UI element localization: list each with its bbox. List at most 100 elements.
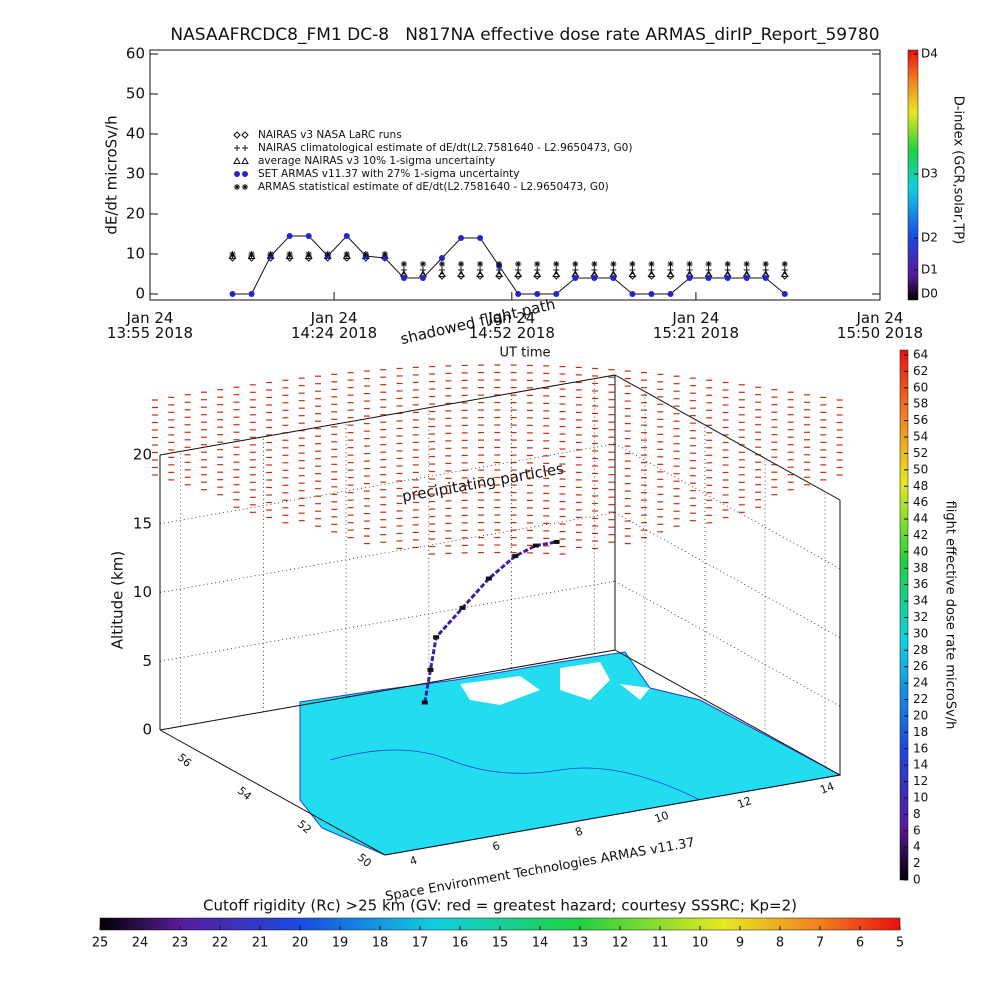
marker [724, 275, 731, 281]
marker [762, 261, 769, 267]
z-tick-label: 10 [133, 583, 152, 601]
dose-colorbar [899, 349, 909, 881]
y-tick-label: 10 [126, 245, 145, 263]
box-edge [384, 774, 841, 856]
x-tick-label: Jan 24 15:50 2018 [837, 309, 923, 342]
x-tick-label: 4 [408, 854, 419, 869]
dose-tick-label: 58 [913, 397, 928, 411]
marker [780, 269, 789, 277]
track-point [532, 543, 539, 548]
x-tick-label: 6 [491, 839, 502, 854]
marker [286, 233, 293, 239]
track-point [553, 539, 560, 544]
legend-marker [241, 131, 249, 139]
rigidity-tick-label: 17 [412, 936, 429, 951]
z-tick-label: 5 [142, 652, 152, 670]
y-tick-label: 56 [175, 751, 194, 770]
box-edge [159, 649, 616, 731]
y-tick-label: 50 [355, 851, 374, 870]
legend-marker [242, 145, 248, 151]
marker [629, 261, 636, 267]
track-point [512, 554, 519, 559]
x-tick-label: 14 [818, 780, 836, 797]
z-tick-label: 15 [133, 514, 152, 532]
x-tick-label: Jan 24 15:21 2018 [653, 309, 739, 342]
marker [248, 251, 255, 257]
grid-line [614, 580, 841, 707]
dose-tick-label: 48 [913, 479, 928, 493]
marker [477, 235, 484, 241]
box-edge [159, 729, 386, 856]
z-tick-label: 20 [133, 446, 152, 464]
dose-tick-label: 40 [913, 544, 928, 558]
dose-tick-label: 24 [913, 676, 928, 690]
legend-label: NAIRAS v3 NASA LaRC runs [258, 129, 402, 141]
marker [686, 275, 693, 281]
legend-marker [234, 145, 240, 151]
x-tick-label: Jan 24 14:52 2018 [469, 309, 555, 342]
dose-tick-label: 62 [913, 364, 928, 378]
marker [458, 235, 465, 241]
legend-marker [233, 156, 241, 164]
y-tick-label: 60 [126, 45, 145, 63]
series-line [232, 235, 786, 295]
rigidity-tick-label: 7 [816, 936, 824, 951]
marker [743, 261, 750, 267]
marker [362, 251, 369, 257]
marker [553, 291, 560, 297]
y-tick-label: 40 [126, 125, 145, 143]
marker [552, 269, 561, 277]
track-point [485, 576, 492, 581]
legend-label: NAIRAS climatological estimate of dE/dt(… [258, 142, 632, 154]
box-edge [159, 374, 616, 456]
grid-line [614, 443, 841, 570]
legend-label: ARMAS statistical estimate of dE/dt(L2.7… [258, 181, 609, 193]
marker [439, 261, 445, 267]
y-axis-label: dE/dt microSv/h [103, 115, 121, 234]
marker [666, 269, 675, 277]
map [299, 651, 842, 856]
marker [495, 269, 503, 277]
marker [305, 251, 312, 257]
rigidity-tick-label: 12 [612, 936, 629, 951]
marker [343, 233, 350, 239]
d-tick-label: D0 [921, 287, 938, 301]
dose-tick-label: 50 [913, 462, 928, 476]
marker [610, 275, 617, 281]
marker [457, 269, 465, 277]
marker [438, 269, 446, 277]
x-tick-label: Jan 24 13:55 2018 [107, 309, 193, 342]
rigidity-tick-label: 13 [572, 936, 589, 951]
dose-tick-label: 36 [913, 577, 928, 591]
rigidity-tick-label: 10 [692, 936, 709, 951]
marker [324, 251, 331, 257]
plot-frame [149, 49, 881, 301]
marker [572, 261, 579, 267]
marker [667, 261, 674, 267]
y-tick-label: 20 [126, 205, 145, 223]
marker [610, 261, 617, 267]
dose-tick-label: 26 [913, 659, 928, 673]
grid-line [159, 512, 616, 593]
dose-tick-label: 12 [913, 774, 928, 788]
y-tick-label: 52 [295, 817, 314, 836]
marker [762, 275, 769, 281]
grid-line [159, 443, 616, 525]
marker [781, 291, 788, 297]
rigidity-tick-label: 8 [776, 936, 784, 951]
marker [400, 275, 407, 281]
annotation: precipitating particles [401, 459, 566, 505]
dose-colorbar-label: flight effective dose rate microSv/h [943, 501, 958, 730]
track-point [427, 667, 434, 672]
marker [229, 251, 236, 257]
marker [781, 261, 788, 267]
marker [229, 291, 236, 297]
rigidity-tick-label: 11 [652, 936, 669, 951]
d-colorbar-label: D-index (GCR,solar,TP) [951, 96, 966, 244]
rigidity-tick-label: 5 [896, 936, 904, 951]
marker [381, 255, 388, 261]
rigidity-tick-label: 23 [172, 936, 189, 951]
flight-path [423, 540, 557, 703]
dose-tick-label: 44 [913, 512, 928, 526]
marker [647, 269, 656, 277]
